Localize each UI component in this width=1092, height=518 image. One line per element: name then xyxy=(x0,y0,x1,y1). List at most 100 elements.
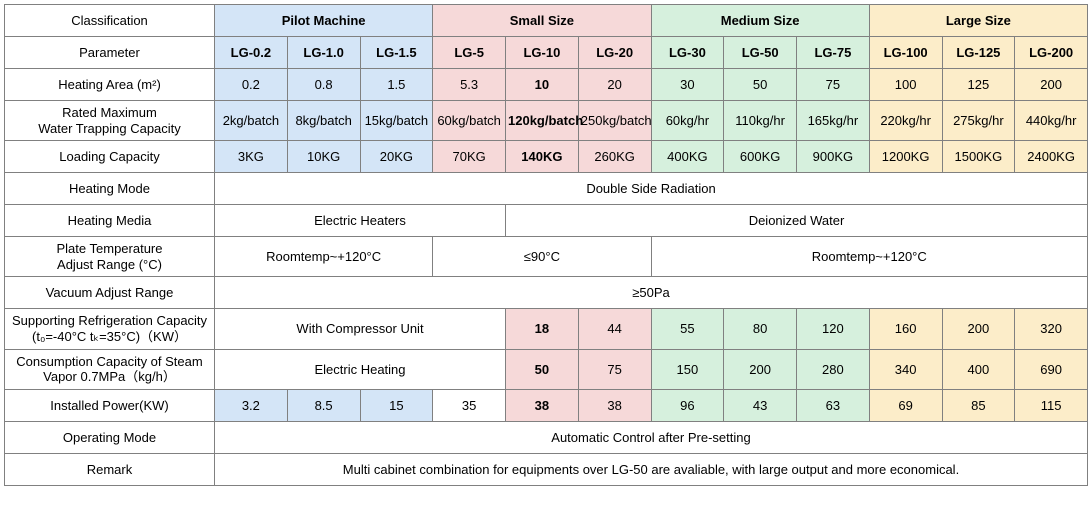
remark-value: Multi cabinet combination for equipments… xyxy=(215,453,1088,485)
steam-left: Electric Heating xyxy=(215,349,506,389)
row-remark: RemarkMulti cabinet combination for equi… xyxy=(5,453,1088,485)
installed-power-val: 85 xyxy=(942,389,1015,421)
row-heating-area-val: 5.3 xyxy=(433,69,506,101)
installed-power-val: 3.2 xyxy=(215,389,288,421)
row-rated-max-val: 110kg/hr xyxy=(724,101,797,141)
row-rated-max: Rated MaximumWater Trapping Capacity2kg/… xyxy=(5,101,1088,141)
installed-power-val: 38 xyxy=(578,389,651,421)
refrig-val: 320 xyxy=(1015,309,1088,349)
group-header-large: Large Size xyxy=(869,5,1087,37)
heating-media-left: Electric Heaters xyxy=(215,205,506,237)
installed-power-val: 63 xyxy=(797,389,870,421)
label-plate-temp: Plate TemperatureAdjust Range (°C) xyxy=(5,237,215,277)
steam-val: 400 xyxy=(942,349,1015,389)
row-heating-area-val: 1.5 xyxy=(360,69,433,101)
refrig-val: 55 xyxy=(651,309,724,349)
group-header-medium: Medium Size xyxy=(651,5,869,37)
steam-val: 150 xyxy=(651,349,724,389)
refrig-left: With Compressor Unit xyxy=(215,309,506,349)
label-operating-mode: Operating Mode xyxy=(5,421,215,453)
row-vacuum: Vacuum Adjust Range≥50Pa xyxy=(5,277,1088,309)
installed-power-val: 8.5 xyxy=(287,389,360,421)
row-refrig: Supporting Refrigeration Capacity(t₀=-40… xyxy=(5,309,1088,349)
row-parameter: ParameterLG-0.2LG-1.0LG-1.5LG-5LG-10LG-2… xyxy=(5,37,1088,69)
row-rated-max-val: 60kg/hr xyxy=(651,101,724,141)
row-rated-max-val: 120kg/batch xyxy=(506,101,579,141)
row-loading-val: 260KG xyxy=(578,141,651,173)
row-heating-area-val: 20 xyxy=(578,69,651,101)
row-loading-val: 70KG xyxy=(433,141,506,173)
row-loading-val: 400KG xyxy=(651,141,724,173)
row-rated-max-val: 275kg/hr xyxy=(942,101,1015,141)
label-heating-area: Heating Area (m²) xyxy=(5,69,215,101)
refrig-val: 160 xyxy=(869,309,942,349)
spec-table: ClassificationPilot MachineSmall SizeMed… xyxy=(4,4,1088,486)
model-LG-200: LG-200 xyxy=(1015,37,1088,69)
steam-val: 75 xyxy=(578,349,651,389)
plate-temp-mid: ≤90°C xyxy=(433,237,651,277)
installed-power-val: 38 xyxy=(506,389,579,421)
refrig-val: 44 xyxy=(578,309,651,349)
row-installed-power: Installed Power(KW)3.28.5153538389643636… xyxy=(5,389,1088,421)
label-parameter: Parameter xyxy=(5,37,215,69)
model-LG-75: LG-75 xyxy=(797,37,870,69)
refrig-val: 80 xyxy=(724,309,797,349)
label-heating-mode: Heating Mode xyxy=(5,173,215,205)
model-LG-1.5: LG-1.5 xyxy=(360,37,433,69)
model-LG-1.0: LG-1.0 xyxy=(287,37,360,69)
label-vacuum: Vacuum Adjust Range xyxy=(5,277,215,309)
row-loading-val: 600KG xyxy=(724,141,797,173)
model-LG-50: LG-50 xyxy=(724,37,797,69)
label-installed-power: Installed Power(KW) xyxy=(5,389,215,421)
row-rated-max-val: 60kg/batch xyxy=(433,101,506,141)
steam-val: 280 xyxy=(797,349,870,389)
row-loading-val: 900KG xyxy=(797,141,870,173)
row-rated-max-val: 165kg/hr xyxy=(797,101,870,141)
group-header-pilot: Pilot Machine xyxy=(215,5,433,37)
refrig-val: 18 xyxy=(506,309,579,349)
row-heating-area-val: 125 xyxy=(942,69,1015,101)
model-LG-30: LG-30 xyxy=(651,37,724,69)
label-steam: Consumption Capacity of SteamVapor 0.7MP… xyxy=(5,349,215,389)
row-operating-mode: Operating ModeAutomatic Control after Pr… xyxy=(5,421,1088,453)
label-rated-max: Rated MaximumWater Trapping Capacity xyxy=(5,101,215,141)
row-heating-area: Heating Area (m²)0.20.81.55.310203050751… xyxy=(5,69,1088,101)
heating-mode-value: Double Side Radiation xyxy=(215,173,1088,205)
refrig-val: 200 xyxy=(942,309,1015,349)
row-loading-val: 3KG xyxy=(215,141,288,173)
row-rated-max-val: 220kg/hr xyxy=(869,101,942,141)
row-heating-area-val: 0.2 xyxy=(215,69,288,101)
label-refrig: Supporting Refrigeration Capacity(t₀=-40… xyxy=(5,309,215,349)
row-steam: Consumption Capacity of SteamVapor 0.7MP… xyxy=(5,349,1088,389)
installed-power-val: 115 xyxy=(1015,389,1088,421)
row-heating-area-val: 75 xyxy=(797,69,870,101)
model-LG-0.2: LG-0.2 xyxy=(215,37,288,69)
row-loading-val: 2400KG xyxy=(1015,141,1088,173)
plate-temp-left: Roomtemp~+120°C xyxy=(215,237,433,277)
heating-media-right: Deionized Water xyxy=(506,205,1088,237)
vacuum-value: ≥50Pa xyxy=(215,277,1088,309)
row-heating-area-val: 30 xyxy=(651,69,724,101)
installed-power-val: 15 xyxy=(360,389,433,421)
row-heating-area-val: 10 xyxy=(506,69,579,101)
row-loading-val: 1500KG xyxy=(942,141,1015,173)
row-rated-max-val: 15kg/batch xyxy=(360,101,433,141)
steam-val: 340 xyxy=(869,349,942,389)
row-heating-area-val: 100 xyxy=(869,69,942,101)
row-rated-max-val: 8kg/batch xyxy=(287,101,360,141)
label-remark: Remark xyxy=(5,453,215,485)
row-rated-max-val: 440kg/hr xyxy=(1015,101,1088,141)
installed-power-val: 35 xyxy=(433,389,506,421)
installed-power-val: 96 xyxy=(651,389,724,421)
row-rated-max-val: 2kg/batch xyxy=(215,101,288,141)
row-loading-val: 140KG xyxy=(506,141,579,173)
steam-val: 200 xyxy=(724,349,797,389)
group-header-small: Small Size xyxy=(433,5,651,37)
steam-val: 690 xyxy=(1015,349,1088,389)
model-LG-10: LG-10 xyxy=(506,37,579,69)
row-heating-area-val: 50 xyxy=(724,69,797,101)
row-loading-val: 1200KG xyxy=(869,141,942,173)
row-heating-media: Heating MediaElectric HeatersDeionized W… xyxy=(5,205,1088,237)
model-LG-5: LG-5 xyxy=(433,37,506,69)
model-LG-20: LG-20 xyxy=(578,37,651,69)
